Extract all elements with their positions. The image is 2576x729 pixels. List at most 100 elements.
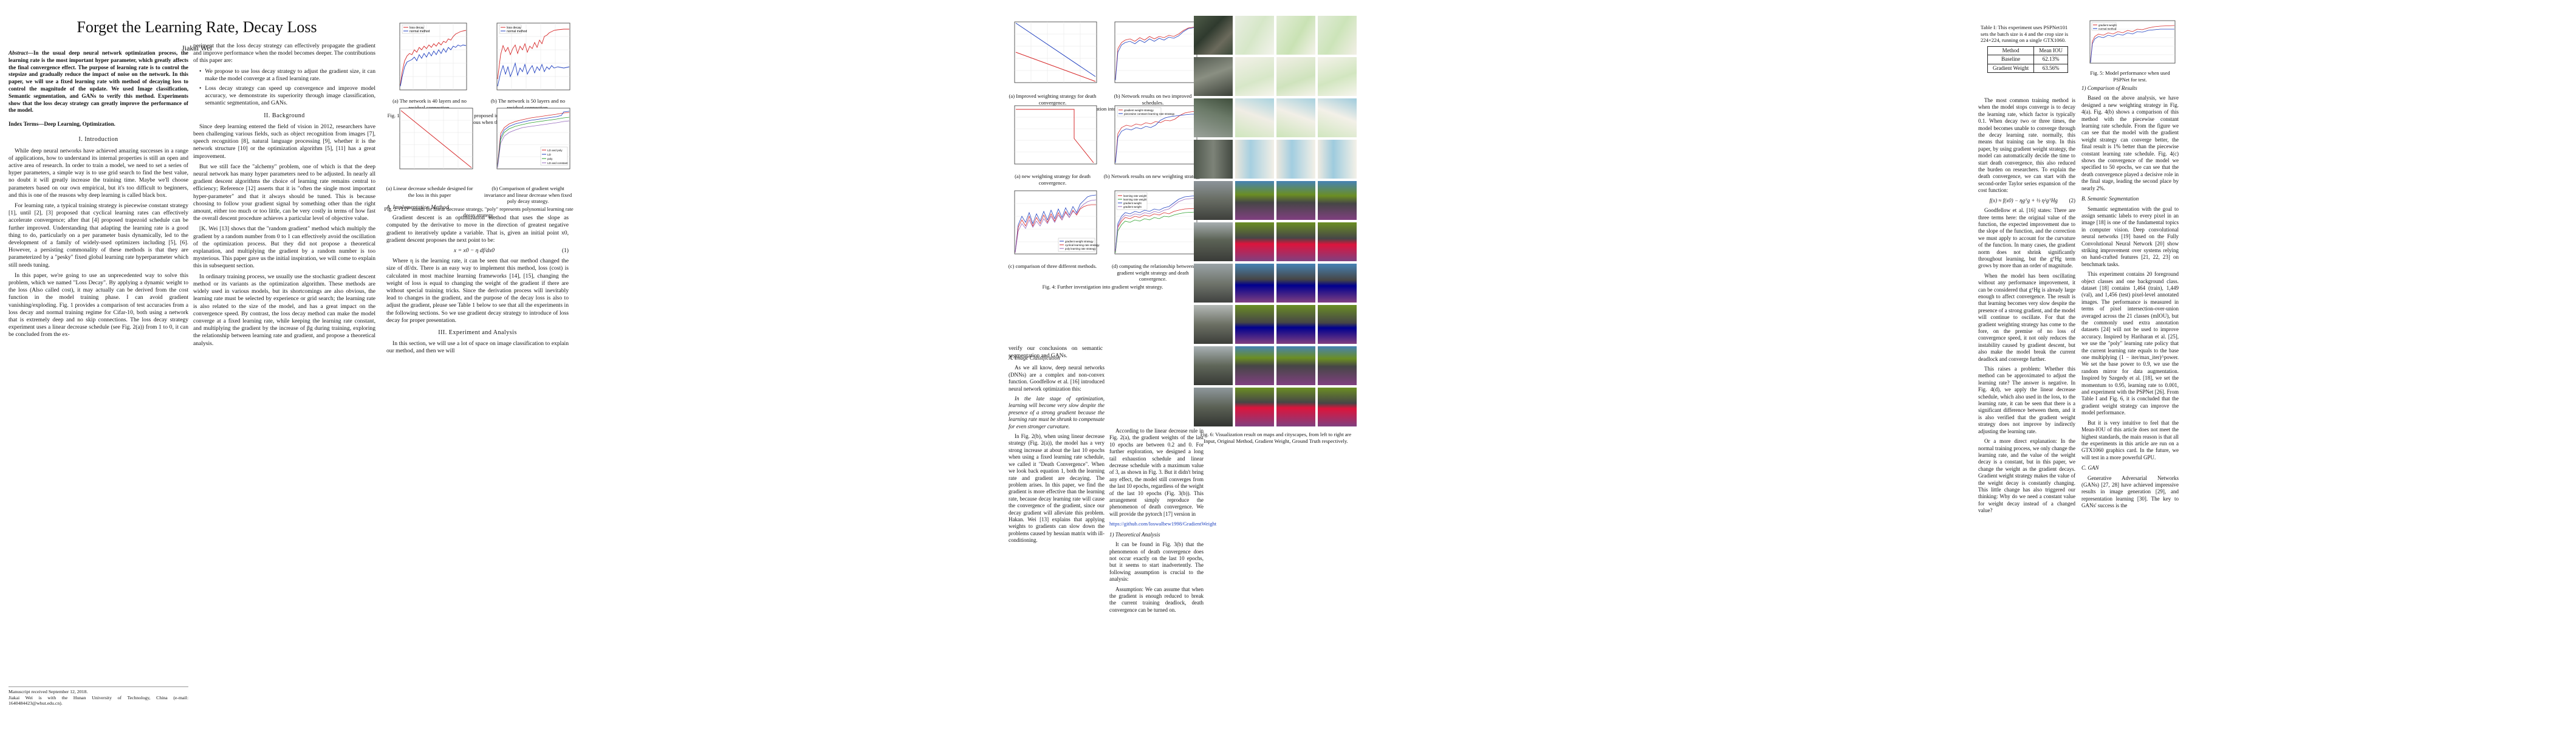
segmentation-paragraph-3: But it is very intuitive to feel that th… (2081, 419, 2179, 460)
fig4d-gradient-weight-line-2 (1115, 197, 1197, 252)
figure-3: (a) Improved weighting strategy for deat… (1002, 18, 1203, 112)
left-column: Abstract—In the usual deep neural networ… (9, 50, 188, 706)
figure-5-plot: gradient weight normal method (2089, 20, 2176, 64)
fig4a-caption: (a) new weighting strategy for death con… (1015, 173, 1091, 186)
fig4a-weight-line (1016, 109, 1094, 163)
fig4d-legend-0: learning rate weight (1123, 194, 1147, 197)
comparison-heading: 1) Comparison of Results (2081, 85, 2137, 91)
map-ground-truth (1318, 16, 1357, 55)
page3-column-2-text: 1) Comparison of Results Based on the ab… (2081, 81, 2179, 513)
implementation-paragraph: Gradient descent is an optimization meth… (386, 214, 569, 244)
city-gradient-weight-output (1276, 264, 1315, 303)
table-1-caption: Table I: This experiment uses PSPNet101 … (1981, 24, 2069, 44)
city-original-output (1235, 181, 1274, 220)
intro-paragraph-1: While deep neural networks have achieved… (9, 147, 188, 199)
city-input-image (1194, 222, 1233, 261)
fig1a-loss-decay-line (400, 30, 467, 86)
classification-heading: A. Image Classification (1009, 355, 1060, 361)
section-background-heading: II. Background (264, 112, 305, 119)
fig2a-linear-decrease-line (400, 110, 472, 168)
page3-paragraph-5: Or a more direct explanation: In the nor… (1978, 438, 2075, 514)
fig4a-plot (1014, 105, 1097, 165)
map-gradient-weight-output (1276, 16, 1315, 55)
abstract-text: —In the usual deep neural network optimi… (9, 50, 188, 114)
fig5-legend-0: gradient weight (2098, 24, 2117, 27)
map-ground-truth (1318, 140, 1357, 179)
background-paragraph-3: [K. Wei [13] shows that the "random grad… (193, 225, 375, 270)
paper-page-2: (a) Improved weighting strategy for deat… (583, 0, 1792, 729)
fig1b-legend-loss-decay: loss decay (507, 26, 521, 30)
figure-2: LD and poly LD poly LD and constant (a) … (382, 103, 576, 219)
fig4c-caption: (c) comparison of three different method… (1008, 263, 1097, 270)
fig5-caption: Fig. 5: Model performance when used PSPN… (2090, 70, 2170, 83)
fig1b-legend-normal: normal method (507, 30, 527, 33)
fig2-caption: Fig. 2: "LD" stands for linear decrease … (384, 205, 574, 219)
map-input-image (1194, 98, 1233, 137)
fig4d-lr-weight-line-2 (1115, 211, 1197, 253)
city-input-image (1194, 264, 1233, 303)
github-link[interactable]: https://github.com/loswalbew1998/Gradien… (1109, 521, 1217, 527)
fig4c-legend-0: gradient weight strategy (1065, 240, 1094, 243)
figure-4: gradient weight strategy piecewise const… (1002, 102, 1203, 290)
map-original-output (1235, 98, 1274, 137)
footnote-affiliation: Jiakai Wei is with the Hunan University … (9, 694, 188, 707)
fig3a-plot (1014, 21, 1097, 83)
page2-column-1: verify our conclusions on semantic segme… (1009, 345, 1103, 363)
fig4c-legend-1: cyclical learning rate strategy (1065, 244, 1100, 247)
map-ground-truth (1318, 57, 1357, 96)
fig5-legend-1: normal method (2098, 27, 2117, 30)
contributions-intro: periment that the loss decay strategy ca… (193, 43, 375, 64)
map-gradient-weight-output (1276, 98, 1315, 137)
city-original-output (1235, 346, 1274, 385)
table-row: Baseline 62.13% (1987, 55, 2069, 64)
fig4c-poly-line (1015, 199, 1097, 253)
figure-5: gradient weight normal method Fig. 5: Mo… (2081, 18, 2179, 83)
page3-paragraph-3: When the model has been oscillating with… (1978, 272, 2075, 362)
page3-paragraph-2: Goodfellow et al. [16] states: There are… (1978, 207, 2075, 269)
verify-line: verify our conclusions on semantic segme… (1009, 345, 1103, 360)
city-input-image (1194, 388, 1233, 426)
background-paragraph-2: But we still face the "alchemy" problem,… (193, 163, 375, 222)
experiment-paragraph: In this section, we will use a lot of sp… (386, 340, 569, 355)
fig2a-caption: (a) Linear decrease schedule designed fo… (386, 185, 473, 198)
figure-4-bottom-plots: gradient weight strategy cyclical learni… (1014, 190, 1197, 255)
segmentation-heading: B. Semantic Segmentation (2081, 196, 2139, 202)
assumption-paragraph: Assumption: We can assume that when the … (1109, 586, 1204, 613)
table-header-mean-iou: Mean IOU (2033, 46, 2069, 56)
figure-6-grid (1194, 16, 1358, 426)
column-3-text: A. Implementation Method Gradient descen… (386, 200, 569, 358)
fig1-caption: Fig. 1: Loss decay represents the method… (387, 112, 570, 125)
fig4c-cyclical-line (1015, 204, 1096, 253)
city-input-image (1194, 346, 1233, 385)
city-original-output (1235, 264, 1274, 303)
city-gradient-weight-output (1276, 222, 1315, 261)
map-original-output (1235, 16, 1274, 55)
fig4b-caption: (b) Network results on new weighting str… (1103, 173, 1202, 179)
fig2b-legend-1: LD (547, 153, 552, 156)
right-column: periment that the loss decay strategy ca… (193, 43, 375, 351)
fig4d-plot: learning rate weight learning rate weigh… (1114, 190, 1197, 255)
theoretical-analysis-paragraph: It can be found in Fig. 3(b) that the ph… (1109, 541, 1204, 583)
section-introduction-heading: I. Introduction (78, 136, 118, 143)
fig3b-series-b (1115, 27, 1197, 81)
paper-page-3: Table I: This experiment uses PSPNet101 … (1792, 0, 2576, 729)
fig2b-legend-0: LD and poly (547, 149, 563, 152)
city-gradient-weight-output (1276, 346, 1315, 385)
implementation-heading: A. Implementation Method (386, 204, 449, 211)
fig3b-series-a (1115, 26, 1197, 80)
figure-3-plots (1014, 21, 1197, 83)
paper-author: Jiakai Wei (182, 44, 212, 52)
city-gradient-weight-output (1276, 181, 1315, 220)
classification-paragraph-2: In Fig. 2(b), when using linear decrease… (1009, 433, 1105, 544)
city-ground-truth (1318, 222, 1357, 261)
equation-1: x = x0 − η df/dx0 (1) (386, 247, 569, 255)
gan-paragraph: Generative Adversarial Networks (GANs) [… (2081, 474, 2179, 509)
fig3b-plot (1114, 21, 1197, 83)
equation-2-body: f(x) ≈ f(x0) − ηgᵀg + ½ η²gᵀHg (1989, 197, 2058, 204)
city-ground-truth (1318, 181, 1357, 220)
fig4-caption: Fig. 4: Further investigation into gradi… (1042, 283, 1163, 290)
city-input-image (1194, 181, 1233, 220)
figure-1: loss decay normal method loss decay norm… (382, 18, 576, 125)
equation-1-number: (1) (561, 247, 569, 255)
fig5-gradient-weight-line (2090, 25, 2175, 63)
